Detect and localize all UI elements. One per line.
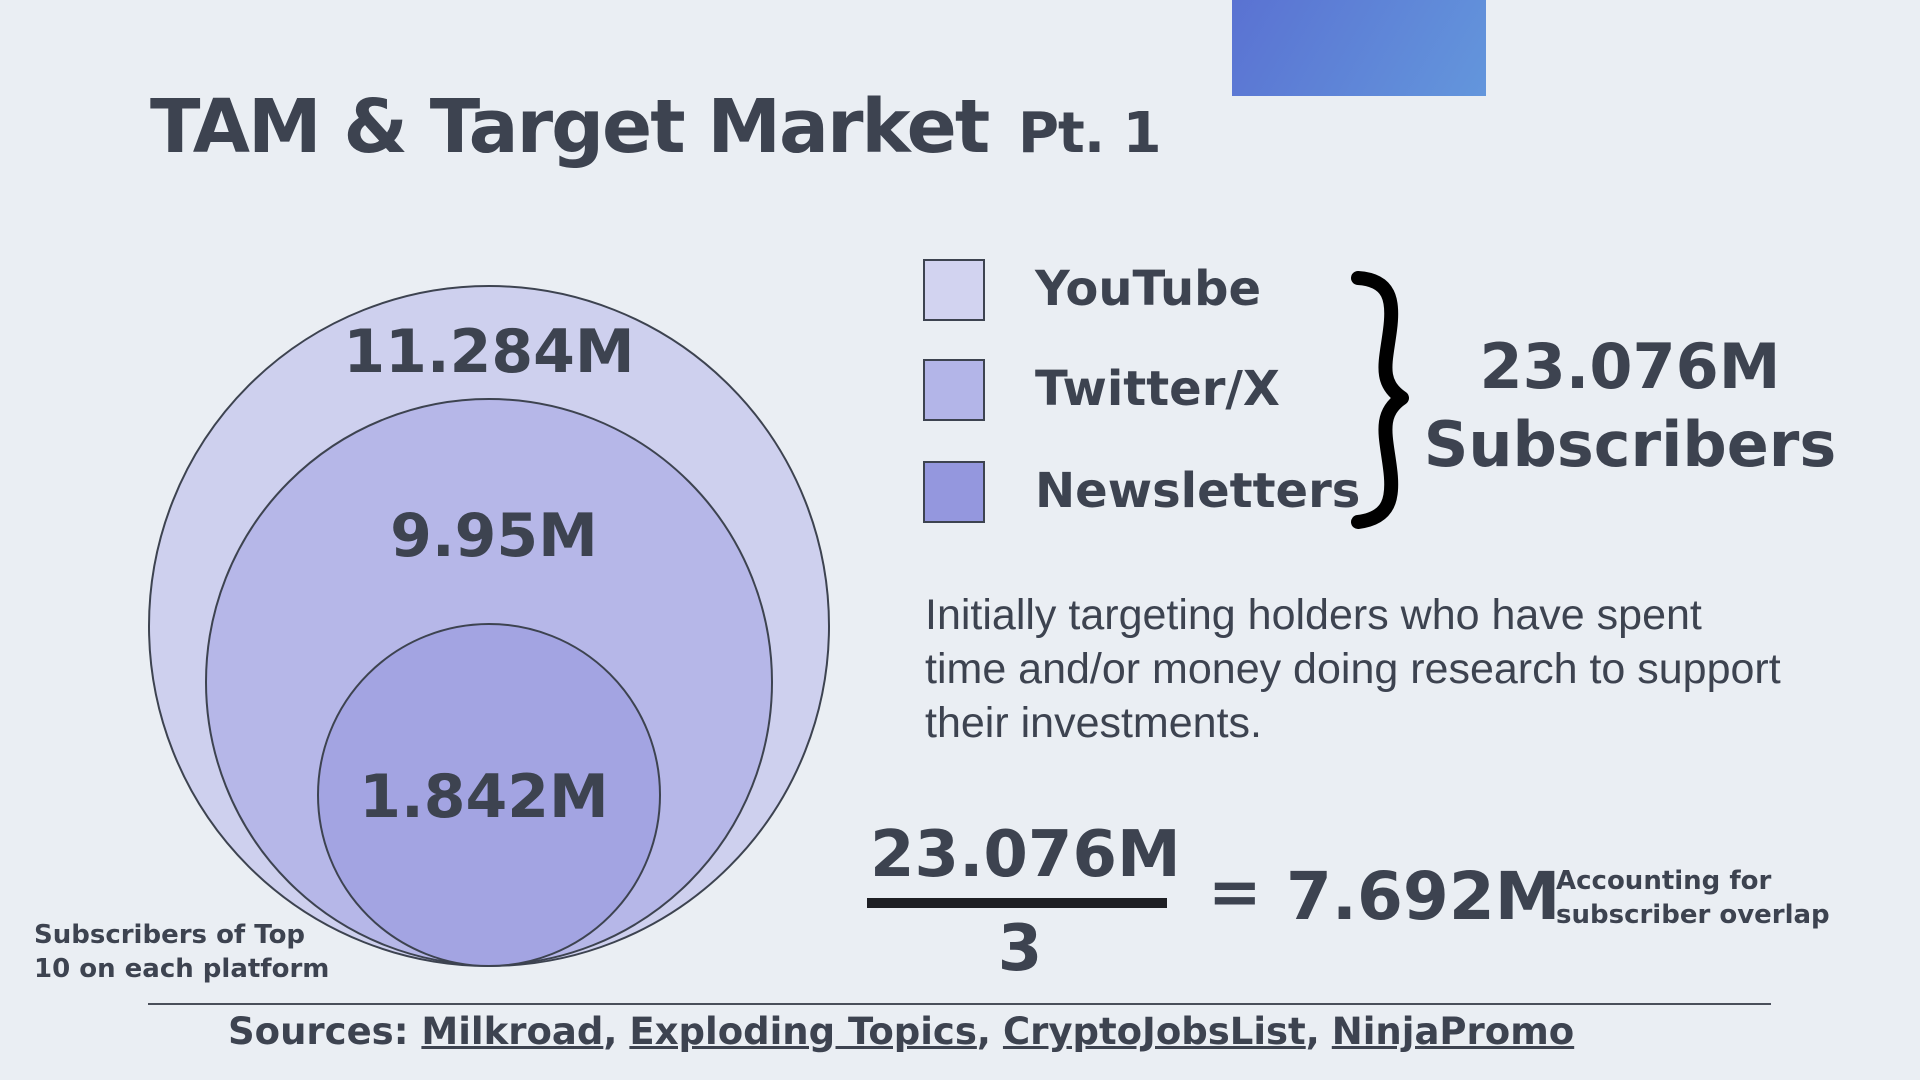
target-description: Initially targeting holders who have spe… (925, 591, 1781, 747)
total-value: 23.076M (1479, 330, 1781, 403)
source-separator: , (1305, 1010, 1320, 1053)
source-link-cryptojobslist[interactable]: CryptoJobsList (1002, 1010, 1306, 1053)
title-main: TAM & Target Market (150, 84, 990, 170)
legend-swatch-twitter (923, 359, 985, 421)
title-subtitle: Pt. 1 (1018, 101, 1162, 166)
legend-swatch-youtube (923, 259, 985, 321)
inner-circle-value: 1.842M (359, 762, 609, 832)
curly-brace-icon (1351, 271, 1409, 529)
source-link-milkroad[interactable]: Milkroad (421, 1010, 604, 1053)
footer-divider (148, 1003, 1771, 1005)
sources-line: Sources: Milkroad, Exploding Topics, Crypt… (228, 1010, 1574, 1053)
equals-sign: = (1208, 856, 1262, 930)
legend-label-twitter: Twitter/X (1035, 361, 1280, 417)
sources-label: Sources: (228, 1010, 409, 1053)
source-separator: , (976, 1010, 991, 1053)
fraction-numerator: 23.076M (870, 818, 1181, 892)
total-label: Subscribers (1423, 408, 1837, 481)
legend-item-youtube: YouTube (923, 259, 1343, 323)
legend-item-twitter: Twitter/X (923, 359, 1343, 423)
legend-label-youtube: YouTube (1035, 261, 1262, 317)
page-title: TAM & Target Market Pt. 1 (150, 84, 1162, 170)
source-link-ninjapromo[interactable]: NinjaPromo (1331, 1010, 1575, 1053)
legend-swatch-newsletters (923, 461, 985, 523)
result-value: 7.692M (1286, 858, 1561, 935)
nested-circle-diagram: 11.284M 9.95M 1.842M (148, 285, 830, 967)
legend-label-newsletters: Newsletters (1035, 463, 1361, 519)
fraction-denominator: 3 (997, 912, 1043, 986)
outer-circle-value: 11.284M (343, 317, 634, 387)
corner-accent-block (1232, 0, 1486, 96)
middle-circle-value: 9.95M (390, 501, 598, 571)
result-note: Accounting for subscriber overlap (1556, 866, 1830, 930)
inner-circle (317, 623, 661, 967)
fraction-bar (867, 898, 1167, 908)
legend-item-newsletters: Newsletters (923, 461, 1360, 525)
source-link-exploding-topics[interactable]: Exploding Topics (629, 1010, 977, 1053)
source-separator: , (603, 1010, 618, 1053)
total-subscribers: 23.076M Subscribers (1420, 328, 1840, 484)
diagram-note: Subscribers of Top 10 on each platform (34, 920, 330, 984)
